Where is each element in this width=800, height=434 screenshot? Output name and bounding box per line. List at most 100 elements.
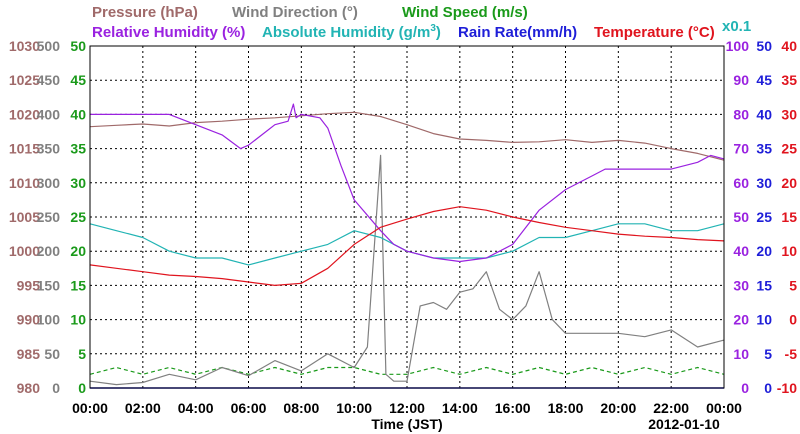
y-tick-label-wind-speed: 40 [70,106,86,122]
y-tick-label-pressure: 1025 [9,72,40,88]
y-tick-label-wind-direction: 300 [37,175,61,191]
x-tick-label: 02:00 [125,400,161,416]
legend-abs-humidity-end: ) [436,24,441,41]
y-tick-label-relative-humidity: 20 [733,312,749,328]
grid-lines [90,46,724,388]
y-tick-label-temperature: 40 [781,38,797,54]
y-axes: 1030102510201015101010051000995990985980… [9,38,797,396]
y-tick-label-wind-speed: 10 [70,312,86,328]
y-tick-label-pressure: 985 [17,346,41,362]
x-tick-label: 22:00 [653,400,689,416]
y-tick-label-relative-humidity: 10 [733,346,749,362]
y-tick-label-relative-humidity: 60 [733,175,749,191]
x-tick-label: 18:00 [548,400,584,416]
series-line-relative-humidity [90,103,725,263]
y-tick-label-relative-humidity: 0 [741,380,749,396]
x-axis-label: Time (JST) [371,416,442,432]
legend-wind-direction: Wind Direction (°) [232,4,358,21]
y-tick-label-wind-direction: 350 [37,141,61,157]
y-tick-label-relative-humidity: 50 [733,209,749,225]
y-tick-label-temperature: 0 [789,312,797,328]
y-tick-label-wind-direction: 0 [52,380,60,396]
legend-abs-scale-note: x0.1 [722,18,751,35]
y-tick-label-rain-rate: 35 [756,141,772,157]
y-tick-label-wind-direction: 100 [37,312,61,328]
y-tick-label-temperature: -5 [785,346,798,362]
date-label: 2012-01-10 [648,416,720,432]
plot-frame [89,45,725,389]
x-tick-label: 00:00 [72,400,108,416]
y-tick-label-rain-rate: 50 [756,38,772,54]
y-tick-label-wind-direction: 50 [44,346,60,362]
y-tick-label-wind-direction: 250 [37,209,61,225]
y-tick-label-relative-humidity: 90 [733,72,749,88]
y-tick-label-pressure: 995 [17,277,41,293]
y-tick-label-pressure: 990 [17,312,41,328]
y-tick-label-relative-humidity: 30 [733,277,749,293]
y-tick-label-temperature: -10 [777,380,797,396]
x-axis: 00:00 02:00 04:00 06:00 08:00 10:00 12:00 14:00… [72,400,742,416]
y-tick-label-pressure: 1030 [9,38,40,54]
y-tick-label-relative-humidity: 70 [733,141,749,157]
y-tick-label-rain-rate: 40 [756,106,772,122]
y-tick-label-rain-rate: 20 [756,243,772,259]
y-tick-label-temperature: 5 [789,277,797,293]
y-tick-label-wind-direction: 150 [37,277,61,293]
y-tick-label-wind-direction: 500 [37,38,61,54]
y-tick-label-pressure: 980 [17,380,41,396]
y-tick-label-temperature: 25 [781,141,797,157]
y-tick-label-temperature: 10 [781,243,797,259]
x-tick-label: 16:00 [495,400,531,416]
y-tick-label-pressure: 1020 [9,106,40,122]
legend-rain-rate: Rain Rate(mm/h) [458,24,577,41]
y-tick-label-wind-direction: 450 [37,72,61,88]
y-tick-label-wind-speed: 20 [70,243,86,259]
x-tick-label: 14:00 [442,400,478,416]
x-tick-label: 04:00 [178,400,214,416]
y-tick-label-rain-rate: 45 [756,72,772,88]
x-tick-label: 06:00 [231,400,267,416]
y-tick-label-rain-rate: 30 [756,175,772,191]
x-tick-label: 00:00 [706,400,742,416]
series-line-wind-direction [89,154,725,386]
legend-pressure: Pressure (hPa) [92,4,198,21]
x-tick-label: 20:00 [600,400,636,416]
y-tick-label-relative-humidity: 100 [726,38,750,54]
series-line-pressure-hpa [89,111,725,161]
y-tick-label-temperature: 15 [781,209,797,225]
y-tick-label-pressure: 1010 [9,175,40,191]
legend-abs-humidity-text: Absolute Humidity (g/m [262,24,430,41]
y-tick-label-wind-speed: 15 [70,277,86,293]
y-tick-label-wind-speed: 0 [78,380,86,396]
legend-temperature: Temperature (°C) [594,24,715,41]
y-tick-label-wind-speed: 35 [70,141,86,157]
y-tick-label-wind-direction: 200 [37,243,61,259]
y-tick-label-pressure: 1015 [9,141,40,157]
legend-wind-speed: Wind Speed (m/s) [402,4,528,21]
y-tick-label-rain-rate: 5 [764,346,772,362]
legend-absolute-humidity: Absolute Humidity (g/m3) [262,23,441,41]
series-line-temperature-c [89,206,725,286]
y-tick-label-temperature: 35 [781,72,797,88]
series-line-absolute-humidity-x0-1-g-m3 [89,223,725,266]
y-tick-label-relative-humidity: 80 [733,106,749,122]
y-tick-label-rain-rate: 15 [756,277,772,293]
x-tick-label: 10:00 [336,400,372,416]
y-tick-label-pressure: 1000 [9,243,40,259]
y-tick-label-wind-speed: 45 [70,72,86,88]
y-tick-label-rain-rate: 0 [764,380,772,396]
x-tick-label: 08:00 [283,400,319,416]
y-tick-label-relative-humidity: 40 [733,243,749,259]
y-tick-label-temperature: 30 [781,106,797,122]
y-tick-label-wind-speed: 25 [70,209,86,225]
y-tick-label-temperature: 20 [781,175,797,191]
y-tick-label-pressure: 1005 [9,209,40,225]
x-tick-label: 12:00 [389,400,425,416]
legend-relative-humidity: Relative Humidity (%) [92,24,245,41]
y-tick-label-wind-speed: 50 [70,38,86,54]
series-line-wind-speed-m-s [89,366,725,375]
y-tick-label-rain-rate: 25 [756,209,772,225]
y-tick-label-wind-direction: 400 [37,106,61,122]
y-tick-label-wind-speed: 5 [78,346,86,362]
